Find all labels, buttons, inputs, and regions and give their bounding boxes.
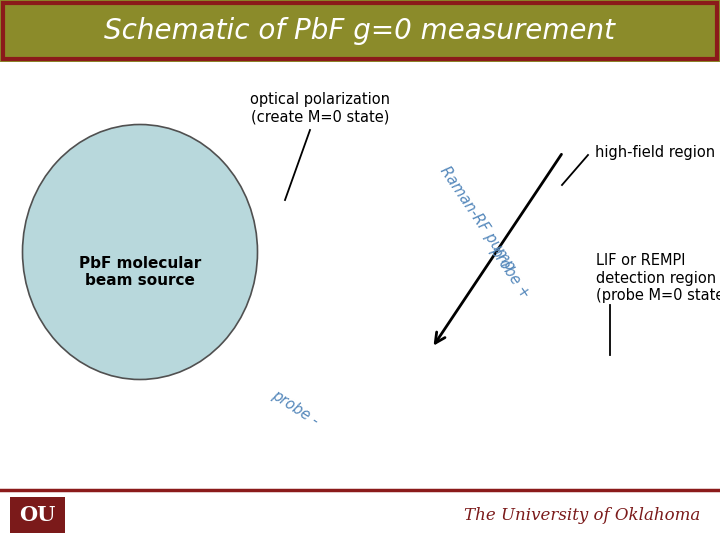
Text: optical polarization
(create M=0 state): optical polarization (create M=0 state) [250, 92, 390, 124]
Text: LIF or REMPI
detection region
(probe M=0 state): LIF or REMPI detection region (probe M=0… [596, 253, 720, 303]
Text: probe +: probe + [487, 243, 533, 301]
Text: PbF molecular
beam source: PbF molecular beam source [79, 256, 201, 288]
Text: Schematic of PbF g=0 measurement: Schematic of PbF g=0 measurement [104, 17, 616, 45]
Bar [10, 497, 65, 533]
Text: probe -: probe - [269, 387, 321, 429]
Text: The University of Oklahoma: The University of Oklahoma [464, 507, 700, 523]
Bar [3, 3, 717, 59]
Bar [0, 0, 720, 62]
Text: Raman-RF pump: Raman-RF pump [436, 163, 518, 273]
Text: high-field region: high-field region [595, 145, 715, 160]
Ellipse shape [22, 125, 258, 380]
Text: OU: OU [19, 505, 55, 525]
